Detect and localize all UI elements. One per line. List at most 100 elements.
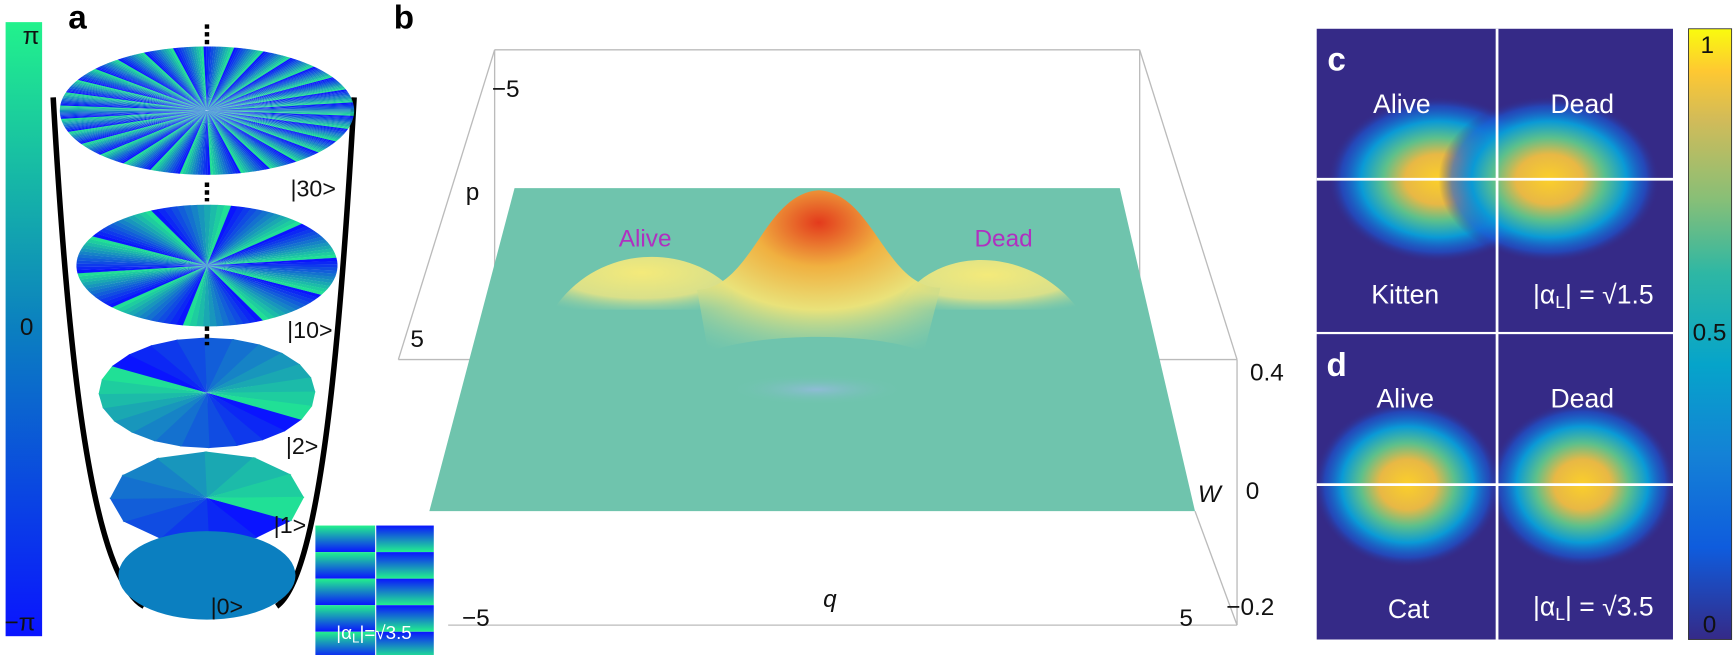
- phase-disk: [109, 451, 305, 545]
- disk-wedge: [101, 110, 207, 157]
- disk-wedge: [193, 46, 207, 111]
- disk-wedge: [180, 47, 207, 111]
- disk-wedge: [190, 204, 207, 266]
- disk-wedge: [139, 211, 207, 266]
- disk-wedge: [65, 110, 207, 130]
- disk-wedge: [206, 110, 280, 168]
- disk-wedge: [107, 223, 207, 266]
- disk-wedge: [206, 212, 276, 266]
- disk-wedge: [206, 265, 302, 310]
- disk-wedge: [183, 47, 207, 111]
- disk-wedge: [102, 392, 207, 422]
- disk-wedge: [109, 474, 207, 499]
- disk-wedge: [206, 265, 275, 320]
- disk-wedge: [79, 110, 207, 145]
- disk-wedge: [206, 392, 303, 432]
- disk-wedge: [111, 110, 207, 161]
- disk-wedge: [206, 392, 264, 447]
- disk-wedge: [126, 56, 207, 111]
- disk-wedge: [206, 265, 257, 324]
- disk-wedge: [109, 110, 207, 160]
- disk-wedge: [111, 354, 207, 393]
- disk-wedge: [188, 46, 207, 111]
- disk-wedge: [68, 110, 207, 135]
- disk-wedge: [172, 47, 207, 111]
- disk-wedge: [97, 67, 207, 111]
- disk-wedge: [206, 392, 313, 420]
- disk-wedge: [112, 110, 207, 161]
- disk-wedge: [117, 219, 207, 266]
- disk-wedge: [206, 110, 321, 153]
- disk-wedge: [206, 73, 329, 111]
- disk-wedge: [77, 78, 207, 111]
- disk-wedge: [98, 66, 207, 111]
- disk-wedge: [159, 110, 207, 172]
- disk-wedge: [206, 64, 313, 111]
- disk-wedge: [206, 110, 346, 134]
- panel-d: d Alive Dead Cat |αL| = √3.5: [1316, 334, 1673, 640]
- disk-wedge: [206, 209, 264, 266]
- disk-wedge: [206, 254, 337, 266]
- disk-wedge: [93, 110, 207, 153]
- state-name: Kitten: [1371, 280, 1439, 310]
- disk-wedge: [206, 110, 342, 138]
- disk-wedge: [180, 392, 210, 449]
- disk-wedge: [206, 110, 293, 164]
- disk-wedge: [206, 110, 310, 158]
- disk-wedge: [63, 110, 207, 126]
- disk-wedge: [134, 54, 207, 111]
- disk-wedge: [206, 62, 307, 111]
- inset-stripe: [376, 578, 434, 606]
- disk-wedge: [206, 87, 345, 111]
- disk-wedge: [119, 58, 207, 111]
- disk-wedge: [206, 68, 320, 111]
- disk-wedge: [206, 257, 338, 266]
- disk-wedge: [206, 95, 351, 111]
- disk-wedge: [157, 208, 207, 266]
- disk-wedge: [125, 110, 207, 165]
- disk-wedge: [127, 110, 207, 166]
- disk-wedge: [114, 110, 207, 162]
- disk-wedge: [206, 226, 311, 266]
- disk-wedge: [206, 57, 291, 111]
- disk-wedge: [88, 265, 207, 295]
- disk-wedge: [206, 96, 352, 111]
- disk-wedge: [206, 54, 280, 111]
- disk-wedge: [206, 93, 350, 111]
- disk-wedge: [206, 48, 250, 111]
- disk-wedge: [198, 46, 207, 111]
- disk-wedge: [206, 215, 287, 266]
- disk-wedge: [121, 57, 207, 111]
- disk-wedge: [206, 90, 348, 111]
- disk-wedge: [115, 59, 207, 111]
- disk-wedge: [206, 110, 236, 174]
- disk-wedge: [144, 265, 207, 321]
- disk-wedge: [67, 89, 207, 111]
- disk-wedge: [206, 110, 350, 129]
- disk-wedge: [206, 74, 330, 111]
- inset-stripe: [315, 525, 376, 553]
- disk-wedge: [206, 265, 224, 327]
- disk-wedge: [206, 110, 348, 131]
- disk-wedge: [206, 265, 263, 322]
- disk-wedge: [206, 110, 349, 130]
- disk-wedge: [206, 110, 254, 172]
- disk-wedge: [206, 457, 292, 498]
- disk-wedge: [100, 65, 207, 111]
- disk-wedge: [60, 110, 207, 117]
- panel-b: b Alive Dead p q W −5 5 −5 5 0.4 0 −0.2: [394, 0, 1284, 632]
- disk-wedge: [80, 247, 207, 266]
- disk-wedge: [206, 108, 355, 111]
- disk-wedge: [206, 228, 315, 266]
- panel-a: π 0 −π a |30> |10> |2> |1> |0> |αL|=√3.5: [4, 0, 434, 655]
- inset-stripe: [376, 525, 434, 553]
- disk-wedge: [206, 265, 322, 298]
- disk-wedge: [206, 221, 303, 266]
- disk-wedge: [206, 60, 301, 111]
- inset-stripe: [315, 631, 376, 655]
- disk-wedge: [206, 110, 331, 147]
- disk-wedge: [206, 110, 249, 173]
- inset-stripe: [376, 631, 434, 655]
- disk-wedge: [156, 265, 207, 323]
- disk-wedge: [206, 264, 338, 268]
